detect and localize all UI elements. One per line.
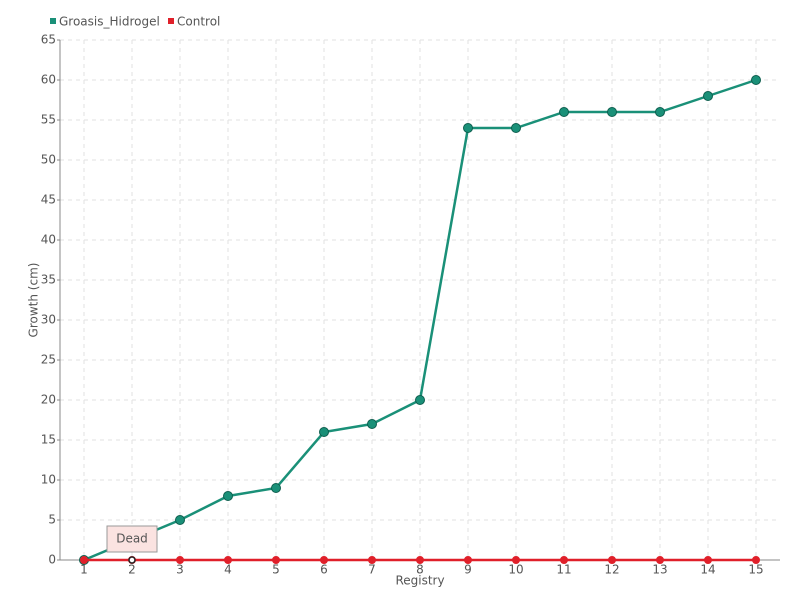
- y-tick-label: 15: [41, 433, 56, 447]
- y-tick-label: 40: [41, 233, 56, 247]
- data-point: [80, 556, 88, 564]
- y-tick-label: 45: [41, 193, 56, 207]
- y-tick-label: 50: [41, 153, 56, 167]
- data-point: [463, 123, 473, 133]
- y-tick-label: 35: [41, 273, 56, 287]
- legend-label: Groasis_Hidrogel: [59, 15, 160, 29]
- data-point: [416, 556, 424, 564]
- data-point: [607, 107, 617, 117]
- data-point: [752, 556, 760, 564]
- y-tick-label: 5: [48, 513, 56, 527]
- legend-label: Control: [177, 15, 220, 29]
- y-tick-label: 60: [41, 73, 56, 87]
- x-tick-label: 8: [416, 563, 424, 577]
- data-point: [368, 556, 376, 564]
- x-tick-label: 15: [748, 563, 763, 577]
- data-point: [175, 515, 185, 525]
- x-tick-label: 4: [224, 563, 232, 577]
- data-point: [320, 556, 328, 564]
- y-tick-label: 65: [41, 33, 56, 47]
- data-point: [176, 556, 184, 564]
- data-point: [319, 427, 329, 437]
- x-tick-label: 9: [464, 563, 472, 577]
- data-point: [704, 556, 712, 564]
- x-tick-label: 2: [128, 563, 136, 577]
- x-tick-label: 6: [320, 563, 328, 577]
- data-point: [656, 556, 664, 564]
- x-tick-label: 3: [176, 563, 184, 577]
- data-point: [560, 556, 568, 564]
- x-tick-label: 13: [652, 563, 667, 577]
- x-tick-label: 5: [272, 563, 280, 577]
- x-tick-label: 10: [508, 563, 523, 577]
- data-point: [415, 395, 425, 405]
- x-axis-label: Registry: [395, 574, 444, 588]
- data-point: [271, 483, 281, 493]
- x-tick-label: 7: [368, 563, 376, 577]
- data-point: [559, 107, 569, 117]
- data-point: [367, 419, 377, 429]
- x-tick-label: 1: [80, 563, 88, 577]
- y-tick-label: 25: [41, 353, 56, 367]
- tooltip-text: Dead: [116, 532, 148, 546]
- x-tick-label: 14: [700, 563, 715, 577]
- data-point: [512, 556, 520, 564]
- tooltip-box: [106, 525, 158, 553]
- data-point: [272, 556, 280, 564]
- data-point: [703, 91, 713, 101]
- y-tick-label: 10: [41, 473, 56, 487]
- y-tick-label: 55: [41, 113, 56, 127]
- legend-swatch: [50, 18, 56, 24]
- y-axis-label: Growth (cm): [27, 263, 41, 338]
- data-point: [751, 75, 761, 85]
- data-point: [511, 123, 521, 133]
- data-point: [464, 556, 472, 564]
- y-tick-label: 20: [41, 393, 56, 407]
- data-point: [224, 556, 232, 564]
- x-tick-label: 12: [604, 563, 619, 577]
- data-point: [223, 491, 233, 501]
- legend-swatch: [168, 18, 174, 24]
- hover-point: [128, 556, 136, 564]
- x-tick-label: 11: [556, 563, 571, 577]
- y-tick-label: 30: [41, 313, 56, 327]
- data-point: [608, 556, 616, 564]
- y-tick-label: 0: [48, 553, 56, 567]
- data-point: [655, 107, 665, 117]
